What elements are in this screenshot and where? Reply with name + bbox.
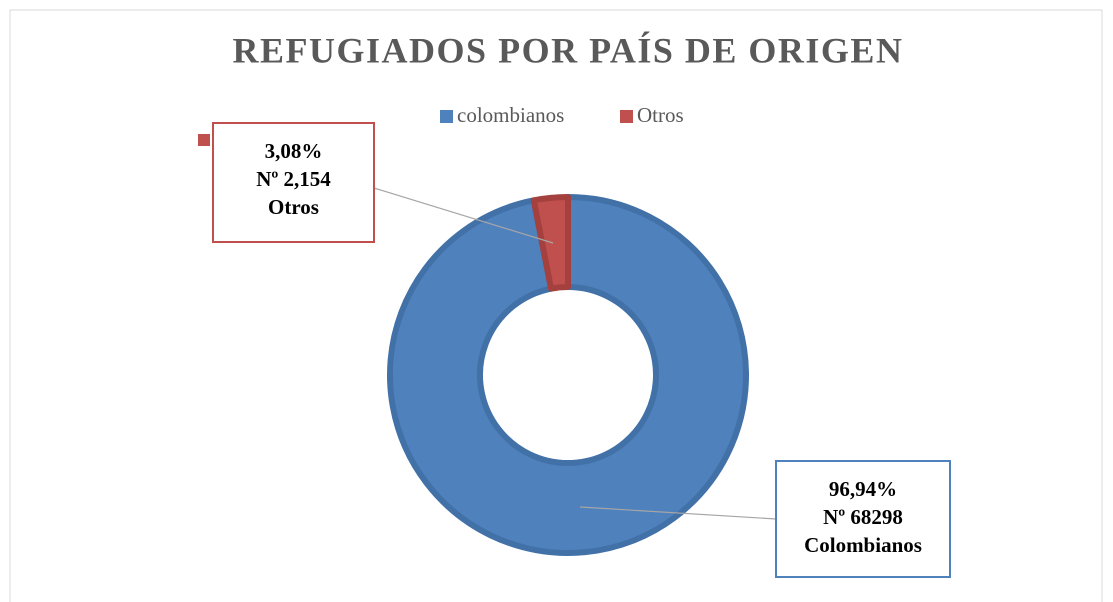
data-label-name: Colombianos — [804, 533, 922, 557]
chart-title: REFUGIADOS POR PAÍS DE ORIGEN — [233, 30, 904, 70]
data-label-value: 96,94% — [829, 477, 897, 501]
leader-line — [373, 187, 554, 244]
legend-swatch — [440, 110, 453, 123]
data-label-value: 3,08% — [265, 139, 323, 163]
legend-swatch — [620, 110, 633, 123]
legend-artifact — [198, 134, 210, 146]
legend-label: colombianos — [457, 103, 564, 127]
data-label-box — [212, 122, 375, 243]
data-label-box — [775, 460, 951, 578]
donut-slice — [387, 194, 749, 556]
data-label-count: Nº 68298 — [823, 505, 903, 529]
data-label-count: Nº 2,154 — [256, 167, 331, 191]
legend-label: Otros — [637, 103, 684, 127]
data-label-name: Otros — [268, 195, 319, 219]
leader-line — [579, 506, 777, 520]
